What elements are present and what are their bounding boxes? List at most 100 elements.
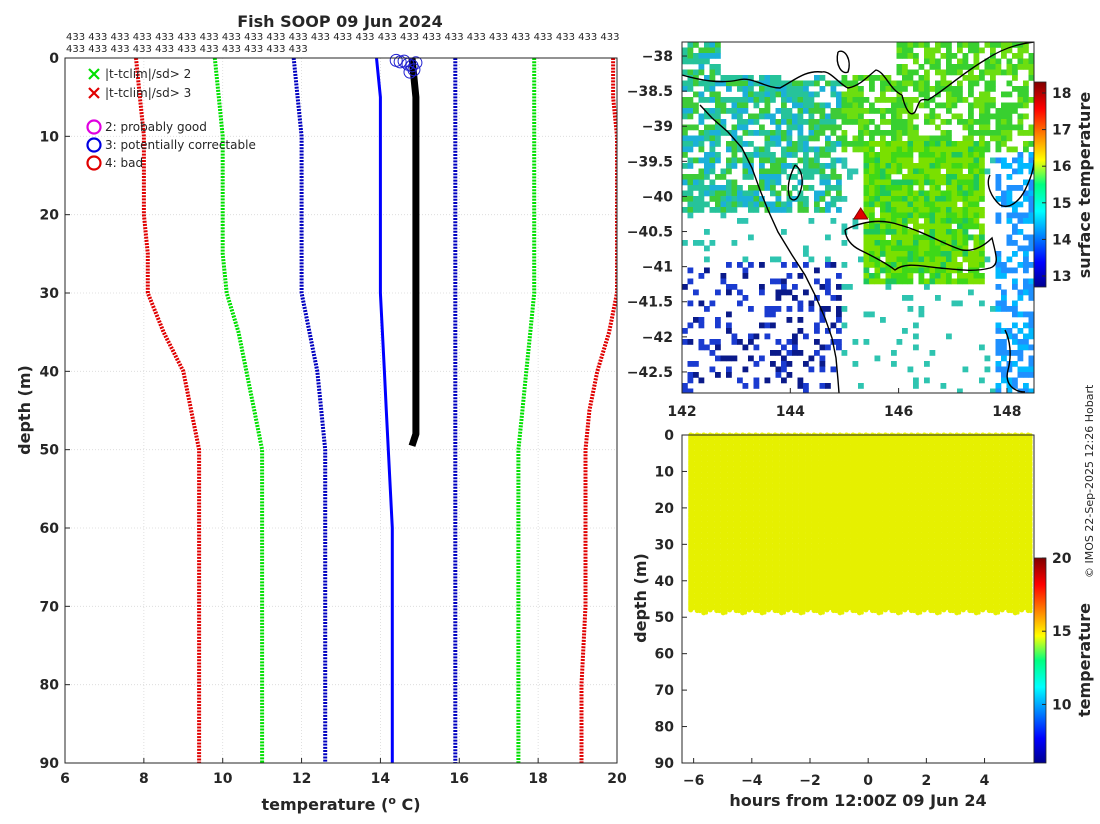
- sst-pixel: [863, 278, 870, 285]
- sst-pixel: [1006, 130, 1013, 136]
- sst-pixel: [891, 80, 897, 87]
- sst-pixel: [918, 141, 925, 147]
- sst-pixel: [902, 207, 908, 213]
- sst-pixel: [973, 97, 980, 103]
- sst-pixel: [698, 201, 705, 208]
- sst-pixel: [698, 179, 705, 186]
- sst-pixel: [759, 130, 765, 136]
- sst-pixel: [726, 163, 732, 169]
- sst-pixel: [808, 80, 815, 87]
- sst-pixel: [863, 174, 870, 180]
- sst-pixel: [951, 146, 958, 153]
- sst-pixel: [979, 102, 985, 109]
- sst-pixel: [896, 86, 903, 92]
- sst-pixel: [742, 163, 749, 169]
- sst-pixel: [902, 328, 908, 334]
- sst-pixel: [1006, 212, 1013, 219]
- sst-pixel: [775, 124, 782, 131]
- y-tick-label: 10: [40, 129, 60, 145]
- sst-pixel: [979, 300, 985, 307]
- sst-pixel: [1028, 157, 1034, 164]
- sst-pixel: [698, 240, 705, 246]
- sst-pixel: [704, 174, 710, 180]
- sst-pixel: [907, 306, 914, 312]
- sst-pixel: [869, 229, 875, 235]
- sst-pixel: [825, 207, 831, 213]
- sst-pixel: [880, 262, 886, 268]
- sst-pixel: [786, 80, 793, 87]
- sst-pixel: [808, 355, 815, 362]
- sst-pixel: [874, 152, 881, 158]
- sst-pixel: [902, 190, 908, 197]
- sst-pixel: [891, 152, 897, 158]
- sst-pixel: [880, 141, 886, 147]
- sst-pixel: [951, 256, 958, 263]
- flagged-point: [403, 65, 417, 79]
- sst-pixel: [913, 201, 919, 208]
- sst-pixel: [720, 102, 727, 109]
- sst-pixel: [792, 185, 798, 191]
- sst-pixel: [1006, 42, 1013, 48]
- sst-pixel: [748, 97, 754, 103]
- sst-pixel: [968, 80, 974, 87]
- sst-pixel: [1012, 284, 1018, 290]
- profile-xlabel: temperature (o C): [261, 794, 420, 814]
- sst-pixel: [929, 157, 936, 164]
- sst-pixel: [852, 135, 859, 142]
- sst-pixel: [896, 240, 903, 246]
- sst-pixel: [698, 97, 705, 103]
- count-row-2: 433 433 433 433 433 433 433 433 433 433 …: [66, 44, 308, 55]
- sst-pixel: [935, 163, 941, 169]
- sst-pixel: [946, 262, 952, 268]
- sst-pixel: [935, 152, 941, 158]
- sst-pixel: [814, 322, 820, 329]
- sst-pixel: [907, 108, 914, 114]
- sst-pixel: [907, 251, 914, 257]
- sst-pixel: [902, 240, 908, 246]
- sst-pixel: [1028, 295, 1034, 301]
- sst-pixel: [891, 207, 897, 213]
- sst-pixel: [759, 97, 765, 103]
- sst-pixel: [962, 273, 969, 279]
- map-y-tick-label: −42.5: [627, 365, 673, 381]
- sst-pixel: [885, 196, 892, 202]
- sst-pixel: [869, 240, 875, 246]
- sst-pixel: [1028, 361, 1034, 367]
- sst-pixel: [770, 141, 776, 147]
- temperature-colorbar-tick: 10: [1052, 697, 1072, 713]
- sst-pixel: [847, 80, 853, 87]
- sst-pixel: [913, 333, 919, 340]
- sst-pixel: [984, 141, 991, 147]
- sst-pixel: [935, 80, 941, 87]
- sst-pixel: [858, 124, 864, 131]
- sst-pixel: [786, 273, 793, 279]
- sst-pixel: [1006, 333, 1013, 340]
- sst-pixel: [1017, 53, 1024, 59]
- sst-pixel: [995, 179, 1002, 186]
- sst-pixel: [731, 201, 738, 208]
- sst-pixel: [885, 212, 892, 219]
- sst-pixel: [1023, 256, 1029, 263]
- sst-pixel: [1006, 113, 1013, 120]
- scatter-y-tick-label: 80: [655, 720, 675, 736]
- sst-pixel: [1001, 377, 1007, 384]
- sst-pixel: [946, 273, 952, 279]
- sst-pixel: [918, 245, 925, 252]
- sst-pixel: [770, 179, 776, 186]
- sst-pixel: [808, 130, 815, 136]
- sst-pixel: [715, 355, 721, 362]
- sst-pixel: [957, 388, 963, 393]
- sst-pixel: [814, 267, 820, 274]
- sst-pixel: [726, 185, 732, 191]
- sst-pixel: [896, 124, 903, 131]
- sst-pixel: [863, 262, 870, 268]
- sst-pixel: [990, 58, 996, 65]
- sst-pixel: [770, 97, 776, 103]
- sst-pixel: [1006, 350, 1013, 356]
- sst-pixel: [979, 229, 985, 235]
- sst-pixel: [742, 383, 749, 389]
- sst-pixel: [1012, 377, 1018, 384]
- sst-pixel: [819, 152, 826, 158]
- sst-pixel: [896, 113, 903, 120]
- sst-pixel: [935, 157, 941, 164]
